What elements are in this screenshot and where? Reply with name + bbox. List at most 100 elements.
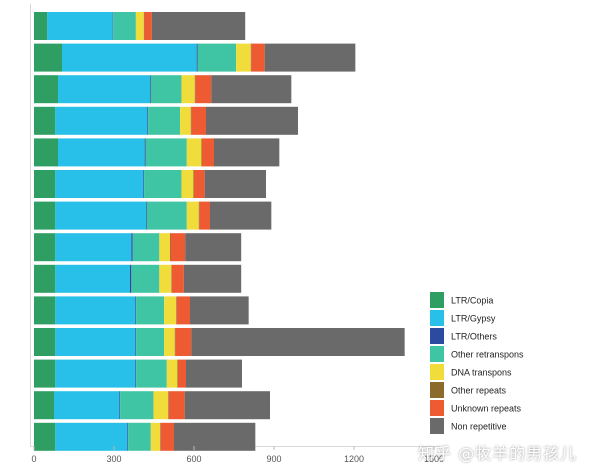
bar-segment: [34, 75, 58, 104]
bar-segment: [34, 264, 56, 293]
bar-segment: [183, 264, 242, 293]
legend-swatch: [430, 418, 444, 434]
bar-segment: [146, 201, 187, 230]
legend-swatch: [430, 328, 444, 344]
bar-segment: [55, 328, 136, 356]
bar-segment: [150, 422, 161, 451]
bar-segment: [210, 201, 272, 230]
bar-segment: [170, 233, 186, 262]
bar-segment: [191, 106, 206, 135]
x-axis-ticks: 0 300 600 900 1200 1500: [31, 446, 444, 464]
legend-swatch: [430, 346, 444, 362]
bar-segment: [135, 359, 137, 388]
bar-segment: [199, 201, 210, 230]
bar-segment: [211, 75, 292, 104]
bar-segment: [171, 264, 184, 293]
bar-segment: [34, 170, 56, 198]
bar-segment: [214, 138, 280, 167]
x-tick-label: 0: [31, 454, 36, 464]
bar-segment: [194, 75, 196, 104]
bar-segment: [236, 43, 251, 72]
bar-segment: [130, 264, 132, 293]
legend: LTR/Copia LTR/Gypsy LTR/Others Other retran…: [430, 292, 524, 434]
bar-segment: [55, 422, 128, 451]
bar-segment: [191, 328, 405, 356]
bar-segment: [160, 422, 161, 451]
x-tick-label: 600: [186, 454, 201, 464]
bar-segment: [58, 75, 150, 104]
bar-segment: [55, 264, 130, 293]
legend-swatch: [430, 364, 444, 380]
bar-segment: [131, 264, 160, 293]
x-tick-label: 1500: [424, 454, 444, 464]
bar-segment: [250, 43, 252, 72]
bar-segment: [186, 201, 199, 230]
bar-segment: [168, 391, 169, 420]
bar-segment: [143, 170, 145, 198]
bar-segment: [184, 391, 270, 420]
bar-segment: [120, 391, 154, 420]
bar-segment: [201, 138, 202, 167]
bar-segment: [135, 328, 137, 356]
bar-segment: [146, 201, 147, 230]
bar-segment: [202, 138, 214, 167]
bar-segment: [119, 391, 121, 420]
bar-segment: [47, 12, 113, 40]
bar-segment: [132, 233, 160, 262]
bar-segment: [34, 43, 62, 72]
bar-segment: [195, 75, 212, 104]
legend-label: Other retranspons: [451, 350, 524, 360]
bar-segment: [34, 422, 56, 451]
bar-segment: [175, 328, 192, 356]
bars-group: [34, 12, 405, 451]
bar-segment: [128, 422, 151, 451]
bar-segment: [168, 391, 185, 420]
legend-label: LTR/Gypsy: [451, 314, 496, 324]
bar-segment: [186, 359, 242, 388]
x-tick-label: 1200: [344, 454, 364, 464]
bar-segment: [34, 106, 56, 135]
legend-swatch: [430, 292, 444, 308]
bar-segment: [54, 391, 120, 420]
legend-swatch: [430, 310, 444, 326]
bar-segment: [131, 233, 133, 262]
bar-segment: [164, 328, 175, 356]
bar-segment: [186, 138, 202, 167]
bar-segment: [143, 12, 145, 40]
bar-segment: [206, 106, 298, 135]
bar-segment: [181, 170, 194, 198]
bar-segment: [135, 12, 144, 40]
watermark: 知乎 @牧羊的男孩儿: [418, 444, 578, 463]
bar-segment: [153, 391, 169, 420]
bar-segment: [34, 233, 56, 262]
bar-segment: [251, 43, 265, 72]
bar-segment: [55, 233, 132, 262]
bar-segment: [177, 359, 178, 388]
bar-segment: [55, 106, 148, 135]
bar-segment: [198, 201, 200, 230]
bar-segment: [127, 422, 129, 451]
bar-segment: [55, 201, 146, 230]
bar-segment: [164, 296, 177, 325]
bar-segment: [180, 106, 191, 135]
bar-segment: [193, 170, 194, 198]
bar-segment: [166, 359, 178, 388]
bar-segment: [136, 296, 165, 325]
legend-label: Other repeats: [451, 386, 507, 396]
bar-segment: [135, 296, 137, 325]
bar-segment: [34, 201, 56, 230]
bar-segment: [144, 170, 182, 198]
bar-segment: [55, 296, 136, 325]
bar-segment: [113, 12, 136, 40]
bar-segment: [34, 12, 48, 40]
bar-segment: [145, 138, 187, 167]
legend-label: Non repetitive: [451, 422, 507, 432]
bar-segment: [58, 138, 145, 167]
bar-segment: [159, 233, 170, 262]
bar-segment: [174, 328, 176, 356]
bar-segment: [194, 170, 205, 198]
bar-segment: [62, 43, 197, 72]
bar-segment: [159, 264, 172, 293]
bar-segment: [112, 12, 114, 40]
